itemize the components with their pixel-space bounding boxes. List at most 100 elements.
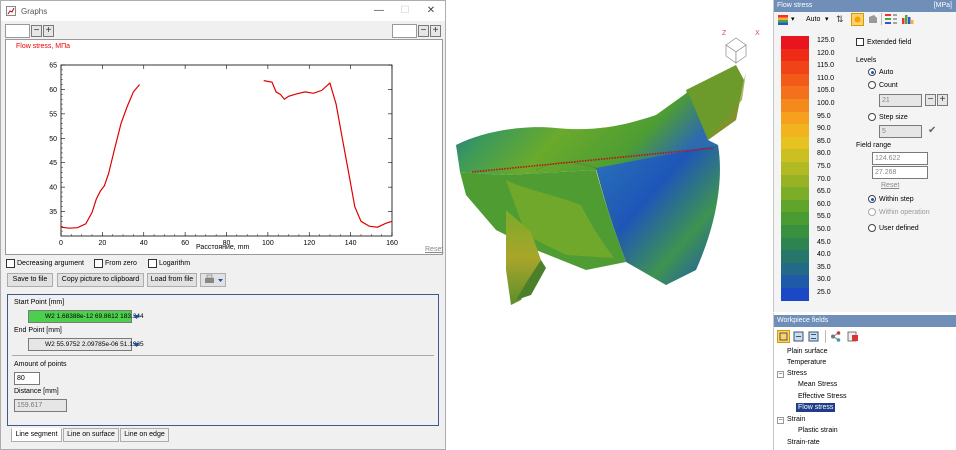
scale-value: 100.0 — [817, 100, 835, 107]
scale-value: 90.0 — [817, 125, 831, 133]
tab-line-on-surface[interactable]: Line on surface — [63, 428, 119, 442]
logarithm-label: Logarithm — [159, 260, 191, 267]
unit-label: [MPa] — [933, 2, 952, 9]
amount-of-points-input[interactable]: 80 — [14, 372, 40, 385]
maximize-icon[interactable]: ☐ — [400, 5, 410, 16]
range-min-input[interactable]: 27.268 — [872, 166, 928, 179]
within-operation-radio[interactable] — [868, 208, 876, 216]
count-minus-button[interactable]: − — [925, 94, 936, 106]
save-to-file-button[interactable]: Save to file — [7, 273, 53, 287]
auto-select[interactable]: Auto — [806, 16, 821, 23]
print-icon[interactable] — [200, 273, 226, 287]
export-icon[interactable] — [847, 331, 859, 344]
palette-dropdown-icon[interactable]: ▾ — [791, 16, 795, 23]
strain-collapse-icon[interactable]: − — [777, 417, 784, 424]
stress-collapse-icon[interactable]: − — [777, 371, 784, 378]
swap-icon[interactable]: ⇅ — [836, 14, 844, 24]
graph-app-icon — [6, 6, 16, 16]
scale-value: 30.0 — [817, 276, 831, 284]
start-dropdown-icon[interactable] — [133, 313, 140, 322]
legend-settings-icon[interactable] — [885, 14, 897, 26]
histogram-icon[interactable] — [902, 14, 914, 26]
auto-radio[interactable] — [868, 68, 876, 76]
decreasing-argument-checkbox[interactable] — [6, 259, 15, 268]
count-radio[interactable] — [868, 81, 876, 89]
left-minus-button[interactable]: − — [31, 25, 42, 37]
scale-swatch — [781, 61, 809, 74]
within-operation-label: Within operation — [879, 209, 930, 216]
sampling-line — [471, 147, 715, 173]
scale-value: 115.0 — [817, 62, 834, 70]
left-plus-button[interactable]: + — [43, 25, 54, 37]
tree-mean-stress[interactable]: Mean Stress — [798, 381, 838, 388]
left-scale-field[interactable] — [5, 24, 30, 38]
scale-value: 25.0 — [817, 289, 831, 296]
count-plus-button[interactable]: + — [937, 94, 948, 106]
apply-check-icon[interactable]: ✔ — [928, 125, 937, 136]
within-step-radio[interactable] — [868, 195, 876, 203]
view-cube-icon[interactable] — [725, 37, 747, 64]
from-zero-label: From zero — [105, 260, 137, 267]
range-max-input[interactable]: 124.622 — [872, 152, 928, 165]
y-tick-label: 60 — [49, 87, 57, 94]
amount-of-points-label: Amount of points — [14, 361, 67, 368]
tab-line-segment[interactable]: Line segment — [11, 428, 62, 442]
y-tick-label: 40 — [49, 185, 57, 192]
scale-swatch — [781, 225, 809, 238]
scale-value: 120.0 — [817, 49, 835, 57]
step-size-label: Step size — [879, 114, 908, 121]
toolbar-divider — [881, 13, 882, 25]
reset-link[interactable]: Reset — [425, 246, 444, 253]
start-point-select[interactable]: W2 1.68388e-12 69.8612 183.344 — [28, 310, 144, 323]
3d-viewport[interactable]: Z X — [446, 0, 773, 450]
start-point-value: W2 1.68388e-12 69.8612 183.344 — [45, 313, 144, 320]
minimize-icon[interactable]: — — [374, 5, 384, 16]
tree-effective-stress[interactable]: Effective Stress — [798, 393, 847, 400]
tree-temperature[interactable]: Temperature — [787, 359, 827, 366]
light-icon[interactable] — [851, 13, 864, 26]
close-icon[interactable]: ✕ — [426, 5, 436, 16]
tree-plain-surface[interactable]: Plain surface — [787, 348, 828, 355]
scale-swatch — [781, 36, 809, 49]
right-plus-button[interactable]: + — [430, 25, 441, 37]
palette-icon[interactable] — [778, 15, 788, 25]
extended-field-checkbox[interactable] — [856, 38, 864, 46]
scale-swatch — [781, 262, 809, 276]
distance-field: 159.617 — [14, 399, 67, 412]
right-minus-button[interactable]: − — [418, 25, 429, 37]
graphs-window: Graphs — ☐ ✕ − + − + Flow stress, МПа 0 2… — [0, 0, 446, 450]
scale-value: 80.0 — [817, 150, 831, 158]
from-zero-checkbox[interactable] — [94, 259, 103, 268]
share-icon[interactable] — [830, 331, 841, 344]
load-from-file-button[interactable]: Load from file — [147, 273, 197, 287]
tree-stress[interactable]: Stress — [787, 370, 807, 377]
tree-strain-rate[interactable]: Strain-rate — [787, 439, 820, 446]
range-reset-link[interactable]: Reset — [881, 182, 900, 189]
scale-swatch — [781, 73, 809, 87]
logarithm-checkbox[interactable] — [148, 259, 157, 268]
field-expand-icon[interactable] — [793, 331, 804, 344]
user-defined-radio[interactable] — [868, 224, 876, 232]
end-point-select[interactable]: W2 55.9752 2.09785e-06 51.1935 — [28, 338, 144, 351]
toolbar-divider — [825, 330, 826, 343]
step-size-radio[interactable] — [868, 113, 876, 121]
right-scale-field[interactable] — [392, 24, 417, 38]
shading-icon[interactable] — [868, 14, 878, 26]
y-tick-label: 35 — [49, 209, 57, 216]
tree-plastic-strain[interactable]: Plastic strain — [798, 427, 838, 434]
start-point-label: Start Point [mm] — [14, 299, 65, 306]
tab-line-on-edge[interactable]: Line on edge — [120, 428, 169, 442]
field-collapse-icon[interactable] — [808, 331, 819, 344]
auto-dropdown-icon[interactable]: ▾ — [825, 16, 829, 23]
end-dropdown-icon[interactable] — [133, 341, 140, 350]
tree-flow-stress[interactable]: Flow stress — [796, 403, 836, 412]
scale-swatch — [781, 174, 809, 188]
scale-swatch — [781, 275, 809, 288]
copy-picture-button[interactable]: Copy picture to clipboard — [57, 273, 144, 287]
tree-strain[interactable]: Strain — [787, 416, 806, 423]
count-input[interactable]: 21 — [879, 94, 922, 107]
step-size-input[interactable]: 5 — [879, 125, 922, 138]
line-segment-panel: Start Point [mm] W2 1.68388e-12 69.8612 … — [7, 294, 439, 426]
scale-swatch — [781, 237, 809, 251]
field-view-icon[interactable] — [777, 330, 790, 343]
